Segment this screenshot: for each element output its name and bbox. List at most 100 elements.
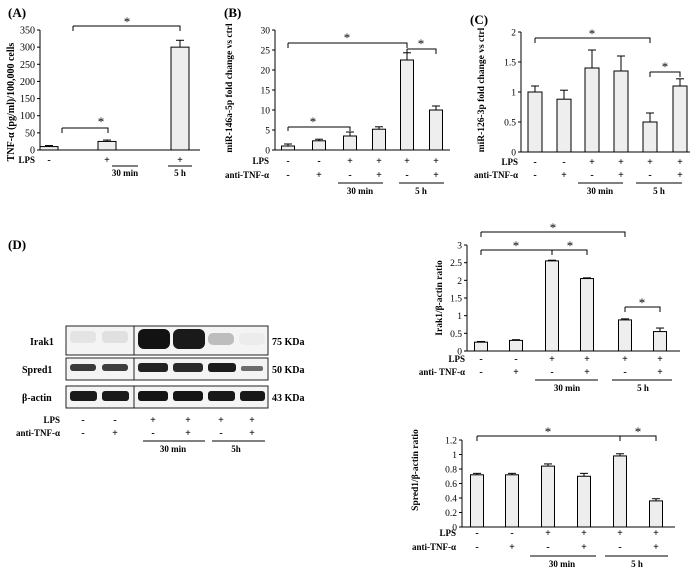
chart-d-spred1-lps-label: LPS xyxy=(439,528,456,538)
chart-b-ylabel: miR-146a-5p fold change vs ctrl xyxy=(225,23,235,153)
chart-d-irak1-bar xyxy=(509,339,523,352)
chart-d-irak1-lps-sign: + xyxy=(657,354,663,365)
chart-d-spred1-time-5h: 5 h xyxy=(631,559,643,569)
blot-lps-label: LPS xyxy=(43,415,60,425)
chart-d-irak1-ytick-label: 0 xyxy=(457,348,462,358)
blot-label-irak1: Irak1 xyxy=(30,337,54,348)
panel-label-d: (D) xyxy=(8,237,26,252)
chart-a-lps-label: LPS xyxy=(18,155,35,165)
chart-c-bar xyxy=(642,121,658,153)
chart-c-antitnf-sign: + xyxy=(677,170,683,181)
chart-d-spred1-bar xyxy=(505,474,519,528)
chart-b-lps-sign: - xyxy=(317,156,320,167)
chart-d-irak1-antitnf-sign: - xyxy=(623,367,626,378)
blot-strip-spred1 xyxy=(65,357,269,381)
band-actin-3 xyxy=(138,391,168,401)
chart-b-antitnf-label: anti-TNF-α xyxy=(225,170,269,180)
panel-label-b: (B) xyxy=(224,5,241,20)
chart-d-spred1-bar xyxy=(577,475,591,528)
chart-a-time-30min: 30 min xyxy=(112,168,138,178)
chart-a-ytick-label: 250 xyxy=(20,60,35,71)
chart-b-antitnf-row: - + - + - + xyxy=(286,170,439,181)
blot-antitnf-sign: + xyxy=(185,428,191,439)
band-actin-6 xyxy=(240,391,265,401)
chart-a-ytick-label: 200 xyxy=(20,77,35,88)
chart-d-spred1-ytick-label: 1 xyxy=(452,451,457,461)
chart-b-sig-star-1: * xyxy=(344,30,351,45)
chart-a-ytick-label: 50 xyxy=(25,128,35,139)
chart-c-sig-star-2: * xyxy=(662,59,669,74)
chart-d-irak1-antitnf-sign: - xyxy=(479,367,482,378)
chart-c-antitnf-sign: - xyxy=(648,170,651,181)
chart-d-irak1-ytick-label: 3 xyxy=(457,242,462,252)
chart-c-ytick-label: 2 xyxy=(511,29,516,39)
chart-d-irak1-ytick-label: 2 xyxy=(457,277,462,287)
blot-lps-sign: - xyxy=(113,415,116,426)
band-irak1-5 xyxy=(208,333,234,345)
chart-d-spred1-antitnf-sign: + xyxy=(509,542,515,553)
blot-lps-sign: + xyxy=(185,415,191,426)
chart-c-time-5h: 5 h xyxy=(653,186,665,196)
chart-b-bar xyxy=(343,135,357,151)
chart-d-spred1-ytick-label: 0.6 xyxy=(445,480,457,490)
chart-d-spred1-ytick-label: 0.8 xyxy=(445,466,457,476)
chart-b-time-30min: 30 min xyxy=(347,186,373,196)
blot-lps-row: - - + + + + xyxy=(81,415,255,426)
chart-a-lps-row: - + + xyxy=(47,155,183,166)
chart-d-irak1-ytick-label: 0.5 xyxy=(450,330,462,340)
blot-strip-irak1 xyxy=(65,325,269,356)
chart-c-lps-sign: - xyxy=(562,157,565,168)
chart-c-ytick-label: 0 xyxy=(511,149,516,159)
chart-c-bar xyxy=(556,98,572,153)
band-irak1-6 xyxy=(239,333,265,345)
chart-b-antitnf-sign: - xyxy=(286,170,289,181)
chart-d-irak1-ylabel: Irak1/β-actin ratio xyxy=(435,260,445,336)
band-actin-5 xyxy=(208,391,235,401)
chart-c-antitnf-sign: - xyxy=(590,170,593,181)
band-spred1-2 xyxy=(102,364,128,371)
chart-b-ytick-label: 15 xyxy=(261,87,271,97)
chart-c-antitnf-row: - + - + - + xyxy=(533,170,683,181)
chart-c-antitnf-sign: + xyxy=(561,170,567,181)
chart-b-antitnf-sign: + xyxy=(433,170,439,181)
chart-a-axes: 0 50 100 150 200 250 300 350 xyxy=(20,26,200,157)
chart-d-spred1-significance xyxy=(476,435,657,441)
blot-antitnf-sign: - xyxy=(219,428,222,439)
chart-c-lps-sign: + xyxy=(618,157,624,168)
chart-c-ytick-label: 1.5 xyxy=(504,59,516,69)
chart-b-ytick-label: 25 xyxy=(261,47,271,57)
chart-c-significance xyxy=(534,37,681,77)
chart-b-antitnf-sign: + xyxy=(316,170,322,181)
chart-b-ytick-label: 30 xyxy=(261,27,271,37)
chart-b-antitnf-sign: - xyxy=(405,170,408,181)
chart-a-lps-sign: + xyxy=(177,155,183,166)
chart-c-antitnf-sign: + xyxy=(618,170,624,181)
chart-b-axes: 0 5 10 15 20 25 30 xyxy=(261,27,450,157)
chart-d-spred1-lps-sign: + xyxy=(617,528,623,539)
chart-d-spred1-bar xyxy=(541,465,555,528)
chart-c-axes: 0 0.5 1 1.5 2 xyxy=(504,29,690,159)
chart-a-ytick-label: 150 xyxy=(20,94,35,105)
chart-d-spred1-antitnf-sign: - xyxy=(618,542,621,553)
chart-b-lps-sign: + xyxy=(376,156,382,167)
chart-a-significance xyxy=(61,25,181,133)
chart-b-lps-label: LPS xyxy=(252,156,269,166)
blot-antitnf-sign: - xyxy=(81,428,84,439)
chart-d-irak1-bars xyxy=(474,259,667,352)
chart-d-spred1-bar xyxy=(470,474,484,528)
chart-d-spred1-sig-star-2: * xyxy=(635,424,642,439)
chart-d-spred1-lps-sign: + xyxy=(581,528,587,539)
chart-c-ylabel: miR-126-3p fold change vs ctrl xyxy=(477,27,487,152)
chart-d-spred1-sig-star-1: * xyxy=(545,424,552,439)
blot-strip-beta-actin xyxy=(65,385,269,409)
chart-d-spred1-antitnf-sign: + xyxy=(653,542,659,553)
chart-d-spred1-lps-sign: + xyxy=(545,528,551,539)
chart-c-ytick-label: 0.5 xyxy=(504,119,516,129)
chart-b-bar xyxy=(429,109,443,151)
chart-b-ytick-label: 5 xyxy=(265,127,270,137)
chart-d-spred1-antitnf-sign: - xyxy=(546,542,549,553)
blot-antitnf-row: - + - + - + xyxy=(81,428,255,439)
panel-label-a: (A) xyxy=(8,5,26,20)
chart-a-ylabel: TNF-α (pg/ml)/100,000 cells xyxy=(6,43,17,162)
